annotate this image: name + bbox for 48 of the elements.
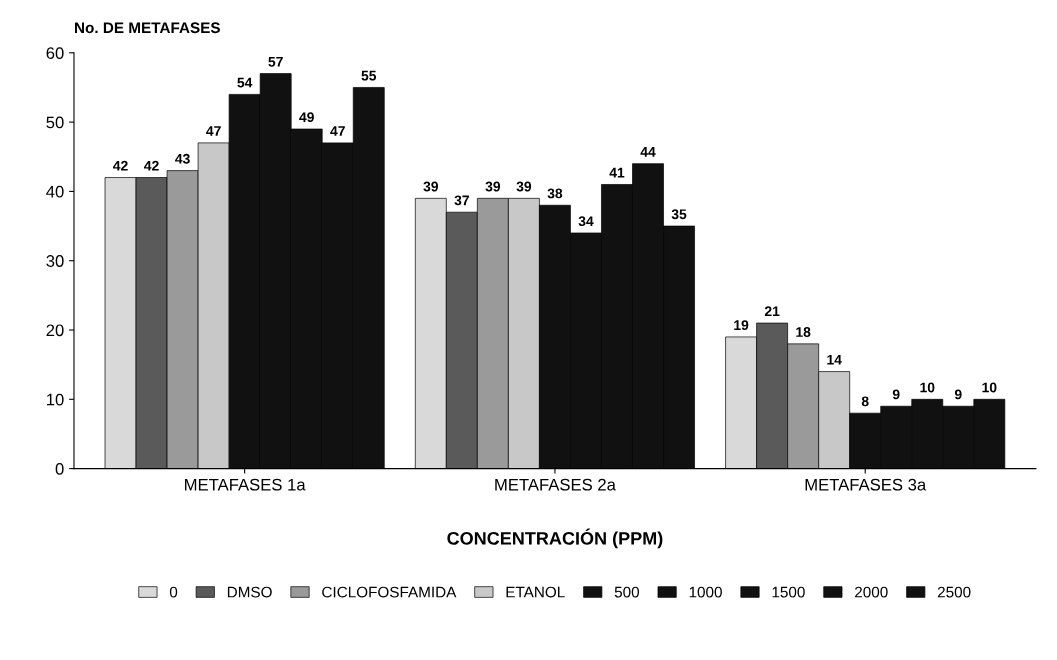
y-tick-label: 30 — [46, 255, 64, 267]
legend-label: 2500 — [937, 586, 971, 598]
y-tick-label: 40 — [46, 185, 64, 198]
data-label: 57 — [268, 56, 283, 67]
data-label: 10 — [982, 382, 997, 393]
x-tick-label: METAFASES 3a — [805, 478, 927, 491]
legend-label: 0 — [169, 586, 178, 598]
data-label: 49 — [299, 112, 314, 123]
y-tick-label: 10 — [47, 393, 64, 406]
y-tick-label: 20 — [46, 324, 64, 337]
data-label: 41 — [609, 167, 625, 178]
data-label: 18 — [796, 327, 811, 337]
data-label: 37 — [454, 195, 469, 206]
data-label: 9 — [954, 389, 962, 400]
legend-label: 1000 — [689, 586, 722, 598]
data-label: 21 — [764, 306, 780, 317]
data-label: 10 — [920, 382, 935, 393]
legend-label: 500 — [614, 586, 640, 598]
data-label: 39 — [516, 181, 532, 192]
data-label: 42 — [113, 160, 128, 171]
data-label: 34 — [578, 216, 594, 227]
data-label: 43 — [175, 153, 190, 164]
data-label: 9 — [892, 389, 900, 400]
x-axis-title: CONCENTRACIÓN (PPM) — [447, 528, 663, 549]
data-label: 54 — [237, 77, 253, 88]
y-tick-label: 60 — [46, 47, 64, 59]
y-axis-title: No. DE METAFASES — [75, 22, 220, 34]
data-label: 55 — [361, 70, 377, 81]
x-tick-label: METAFASES 2a — [495, 478, 616, 491]
data-label: 39 — [423, 181, 439, 192]
x-tick-label: METAFASES 1a — [185, 478, 306, 491]
data-label: 8 — [861, 396, 869, 407]
data-label: 47 — [330, 126, 345, 136]
legend-label: DMSO — [227, 586, 272, 598]
data-label: 39 — [485, 181, 501, 192]
data-label: 44 — [640, 147, 656, 157]
data-label: 19 — [734, 320, 749, 331]
data-label: 35 — [671, 209, 687, 220]
legend-label: CICLOFOSFAMIDA — [322, 586, 457, 598]
data-label: 38 — [547, 188, 563, 199]
legend-label: 2000 — [855, 586, 888, 598]
y-tick-label: 50 — [46, 116, 64, 129]
data-label: 42 — [144, 160, 159, 171]
legend-label: 1500 — [772, 586, 805, 598]
data-label: 47 — [206, 126, 221, 136]
data-label: 14 — [827, 354, 842, 365]
y-tick-label: 0 — [55, 463, 64, 475]
legend-label: ETANOL — [506, 586, 565, 598]
